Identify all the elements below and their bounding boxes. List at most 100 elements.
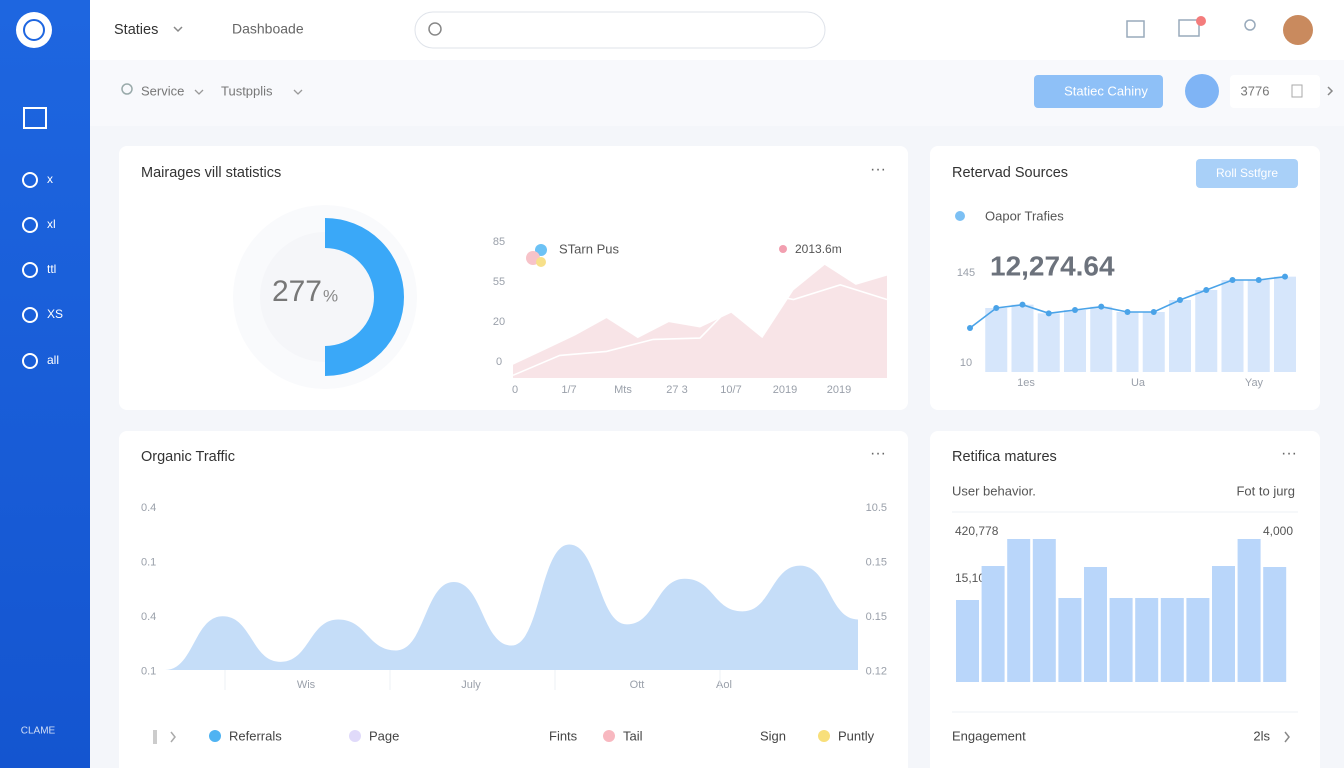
home-button[interactable] <box>1126 20 1145 38</box>
bar <box>1064 310 1086 372</box>
legend-label[interactable]: Tail <box>623 728 643 743</box>
legend-label[interactable]: Sign <box>760 728 786 743</box>
next[interactable] <box>1327 86 1334 96</box>
axis-label: Yay <box>1245 377 1264 389</box>
more[interactable]: ··· <box>870 161 886 178</box>
nav-icon <box>22 353 38 369</box>
area <box>513 264 887 378</box>
notifications[interactable] <box>1178 19 1200 37</box>
axis-label: Aol <box>716 679 732 691</box>
round-button[interactable] <box>1185 74 1219 108</box>
donut-value: 277 <box>272 275 322 308</box>
card <box>119 431 908 768</box>
profile-icon[interactable] <box>1244 19 1256 31</box>
point <box>1229 277 1236 283</box>
card-title: Mairages vill statistics <box>141 165 281 181</box>
axis-label: July <box>461 679 481 691</box>
card-title: Retervad Sources <box>952 165 1068 181</box>
axis-label: 0 <box>496 356 502 368</box>
button-label[interactable]: Statiec Cahiny <box>1064 83 1148 98</box>
logo[interactable] <box>16 12 52 48</box>
bar <box>1032 539 1056 682</box>
more[interactable]: ··· <box>870 445 886 462</box>
search-box[interactable] <box>414 11 826 49</box>
point <box>1282 273 1288 280</box>
nav-label[interactable]: XS <box>47 307 63 321</box>
button[interactable] <box>1196 159 1298 188</box>
nav-icon <box>22 172 38 188</box>
link[interactable]: Fot to jurg <box>1236 483 1295 498</box>
nav-label[interactable]: all <box>47 353 59 367</box>
axis-label: 145 <box>957 267 975 279</box>
legend-label[interactable]: Fints <box>549 728 578 743</box>
nav-label[interactable]: x <box>47 172 53 186</box>
axis-label: 0.1 <box>141 556 156 568</box>
bar <box>1058 598 1082 682</box>
service-icon <box>121 83 133 95</box>
chevrons <box>194 89 303 95</box>
bar <box>1221 280 1244 372</box>
nav-label[interactable]: ttl <box>47 262 56 276</box>
point <box>967 325 973 331</box>
next[interactable] <box>170 731 176 743</box>
axis-label: 85 <box>493 236 505 248</box>
legend-label: Oapor Trafies <box>985 208 1064 223</box>
legend-label[interactable]: Puntly <box>838 728 875 743</box>
legend-dot <box>209 730 221 742</box>
bar <box>1011 304 1034 372</box>
line <box>512 284 888 377</box>
bar <box>1109 598 1133 682</box>
bar <box>1274 276 1296 372</box>
bar <box>956 600 979 682</box>
button-label[interactable]: Roll Sstfgre <box>1216 166 1278 180</box>
point <box>1203 287 1210 293</box>
donut-hole <box>260 232 390 362</box>
bar <box>1263 567 1287 682</box>
avatar[interactable] <box>1283 15 1313 45</box>
point <box>1019 301 1026 308</box>
point <box>1255 277 1262 283</box>
copy-icon[interactable] <box>1291 84 1303 98</box>
axis-label: 20 <box>493 316 505 328</box>
handle <box>153 730 157 744</box>
legend-dot <box>535 244 547 256</box>
nav-label[interactable]: xl <box>47 217 56 231</box>
legend-dot <box>349 730 361 742</box>
legend-dot <box>603 730 615 742</box>
bar <box>1135 598 1159 682</box>
sidebar-footer: CLAME <box>21 726 56 737</box>
legend-dot <box>818 730 830 742</box>
bar <box>985 308 1008 372</box>
donut-arc <box>324 218 404 376</box>
tab[interactable]: Dashboade <box>232 21 304 37</box>
axis-label: 0.15 <box>866 556 887 568</box>
nav-icon <box>22 217 38 233</box>
legend-dot <box>779 245 787 253</box>
legend-label[interactable]: Referrals <box>229 728 282 743</box>
axis-label: 1/7 <box>561 384 576 396</box>
label: 4,000 <box>1263 524 1293 538</box>
footer-value: 2ls <box>1253 728 1270 743</box>
home-icon[interactable] <box>23 107 47 129</box>
point <box>1124 309 1131 315</box>
menu[interactable]: Staties <box>114 22 158 38</box>
next[interactable] <box>1284 731 1290 743</box>
card-title: Organic Traffic <box>141 449 235 465</box>
point <box>1150 309 1157 315</box>
axis-label: 0.1 <box>141 665 156 677</box>
axis-label: 2019 <box>827 384 851 396</box>
filter[interactable]: Tustpplis <box>221 83 273 98</box>
badge <box>1196 16 1206 26</box>
legend-label[interactable]: Page <box>369 728 399 743</box>
button[interactable] <box>1034 75 1163 108</box>
bar <box>1212 566 1235 682</box>
count: 3776 <box>1241 83 1270 98</box>
axis-label: 10/7 <box>720 384 741 396</box>
note: 2013.6m <box>795 242 842 256</box>
filter[interactable]: Service <box>141 83 184 98</box>
axis-label: 0.12 <box>866 665 887 677</box>
bar <box>1169 300 1191 372</box>
more[interactable]: ··· <box>1281 445 1297 462</box>
axis-label: 0.4 <box>141 611 156 623</box>
